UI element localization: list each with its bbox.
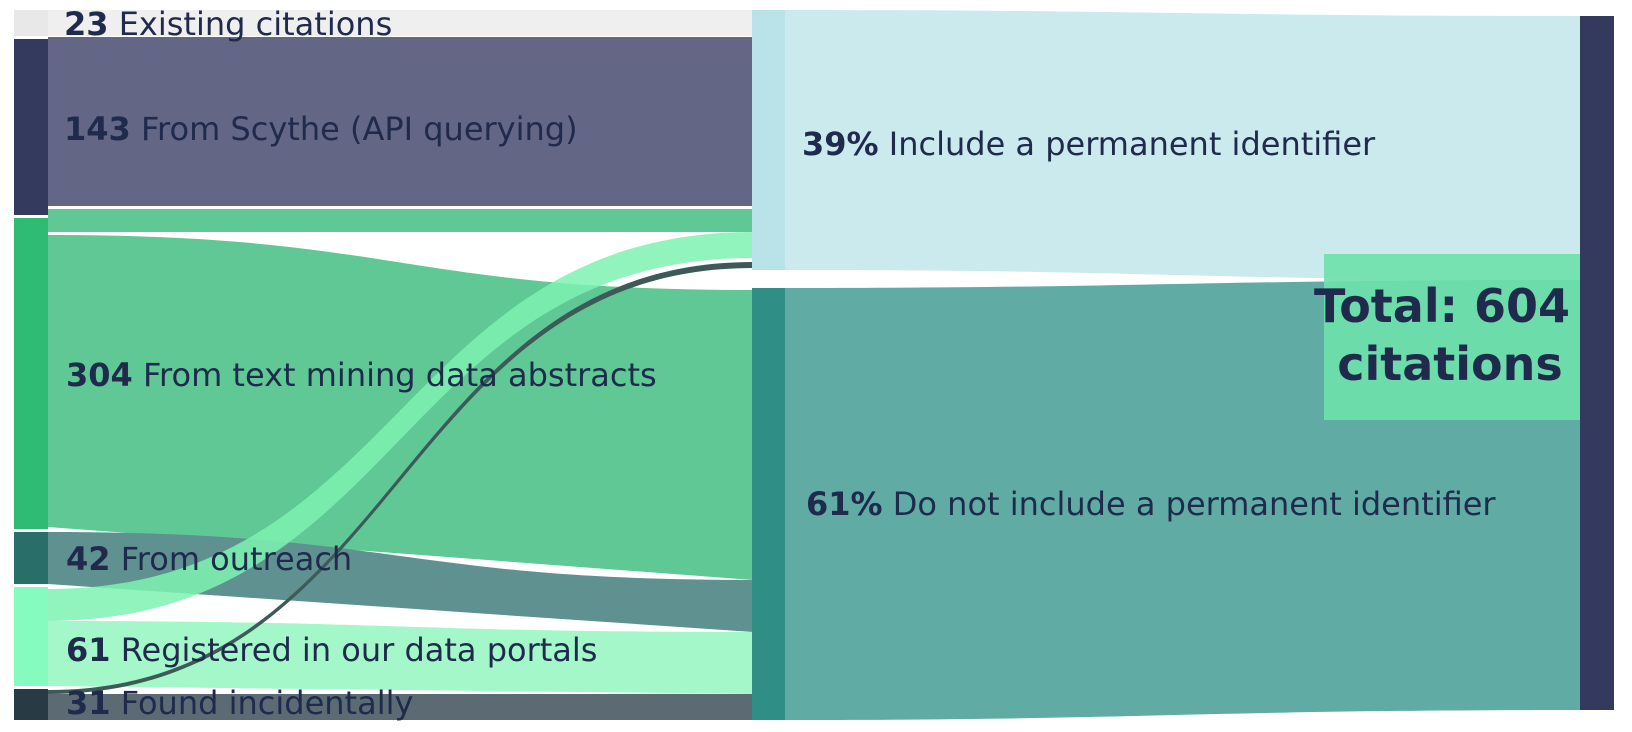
flow-incidental-to-without-pid [48,694,753,720]
node-existing [14,10,48,36]
label-textmining: 304 From text mining data abstracts [66,356,657,394]
flow-textmining-to-with-pid [48,209,753,232]
label-without-pid: 61% Do not include a permanent identifie… [806,485,1496,523]
flow-incidental-to-with-pid [48,262,753,694]
total-line-2: citations [1337,337,1563,391]
label-incidental: 31 Found incidentally [66,684,413,722]
label-with-pid: 39% Include a permanent identifier [802,125,1376,163]
node-with-pid [752,10,785,270]
node-incidental [14,689,48,720]
flow-portals-to-with-pid [48,232,753,621]
flow-with-pid-to-total [785,10,1580,280]
node-outreach [14,532,48,584]
label-scythe: 143 From Scythe (API querying) [64,110,578,148]
flow-scythe-to-with-pid [48,37,753,206]
label-outreach: 42 From outreach [66,540,352,578]
flow-existing-to-with-pid [48,10,753,36]
node-scythe [14,39,48,215]
total-line-1: Total: 604 [1314,279,1570,333]
source-nodes [14,10,48,720]
flows [48,10,753,720]
target-nodes [752,10,785,720]
node-total [1580,16,1614,710]
node-textmining [14,218,48,529]
node-without-pid [752,288,785,720]
label-portals: 61 Registered in our data portals [66,631,597,669]
node-portals [14,587,48,686]
flow-portals-to-without-pid [48,621,753,694]
total-label: Total: 604 citations [1314,279,1586,391]
flow-textmining-to-without-pid [48,235,753,580]
total-box [1324,254,1580,420]
label-existing: 23 Existing citations [64,5,392,43]
